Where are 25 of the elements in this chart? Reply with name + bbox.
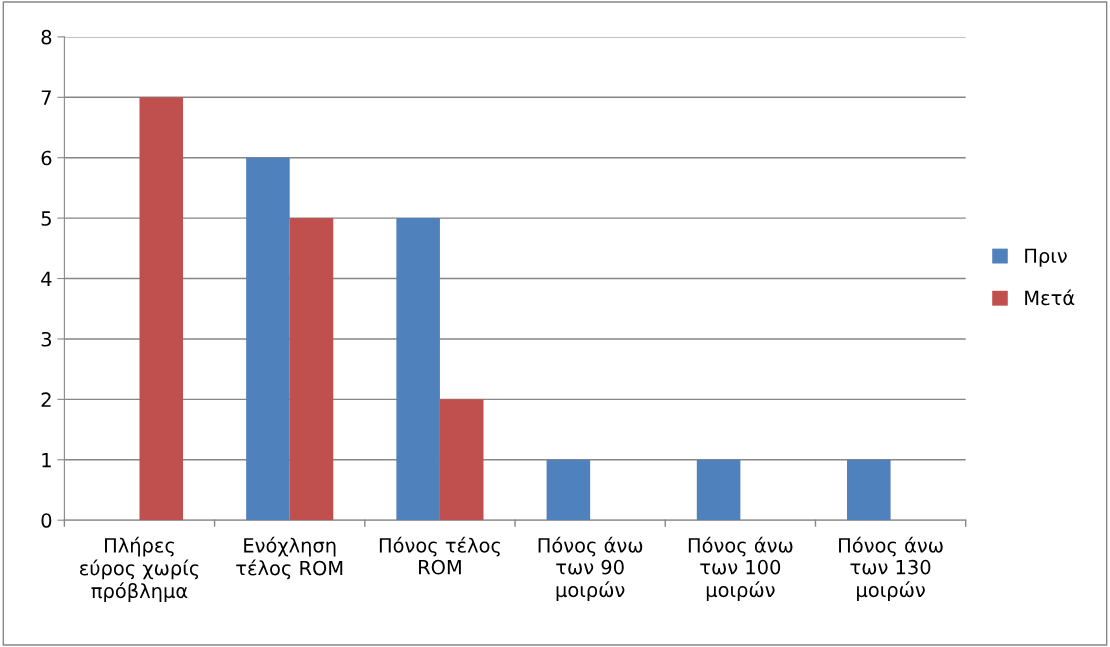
bar — [439, 399, 484, 521]
x-tick-label: Πόνος άνω των 90 μοιρών — [538, 536, 643, 601]
x-tick-label: Πόνος τέλος ROM — [379, 536, 500, 575]
x-tick-label: Ενόχληση τέλος ROM — [236, 536, 343, 580]
bar — [289, 218, 334, 521]
legend-label: Πριν — [1025, 248, 1067, 267]
y-tick-label: 5 — [41, 211, 51, 226]
bar — [696, 459, 741, 521]
bar — [847, 459, 891, 521]
legend-label: Μετά — [1025, 289, 1075, 306]
y-tick-label: 2 — [41, 392, 51, 407]
x-tick-label: Πλήρες εύρος χωρίς πρόβλημα — [80, 536, 199, 602]
y-tick-label: 0 — [41, 513, 52, 528]
bar — [546, 459, 591, 521]
y-tick-label: 7 — [41, 90, 51, 105]
y-tick-label: 8 — [41, 29, 52, 45]
x-tick-label: Πόνος άνω των 130 μοιρών — [839, 536, 943, 601]
y-tick-label: 1 — [42, 452, 51, 468]
y-tick-label: 4 — [41, 271, 52, 286]
x-tick-label: Πόνος άνω των 100 μοιρών — [688, 536, 793, 601]
bar — [139, 97, 184, 521]
bar — [396, 218, 440, 521]
y-tick-label: 6 — [41, 150, 52, 166]
bar — [246, 157, 290, 521]
y-tick-label: 3 — [41, 331, 52, 347]
